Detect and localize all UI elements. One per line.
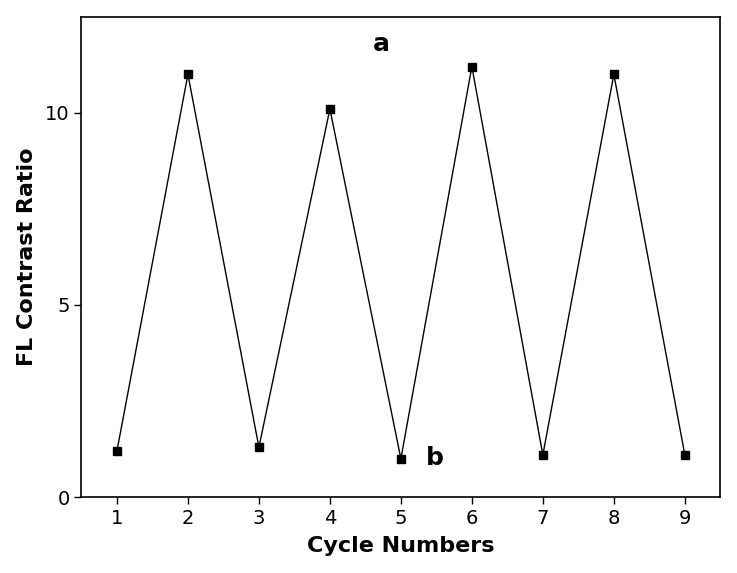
Text: a: a [372, 32, 389, 56]
Text: b: b [426, 446, 444, 469]
Y-axis label: FL Contrast Ratio: FL Contrast Ratio [17, 148, 37, 366]
X-axis label: Cycle Numbers: Cycle Numbers [307, 536, 495, 556]
